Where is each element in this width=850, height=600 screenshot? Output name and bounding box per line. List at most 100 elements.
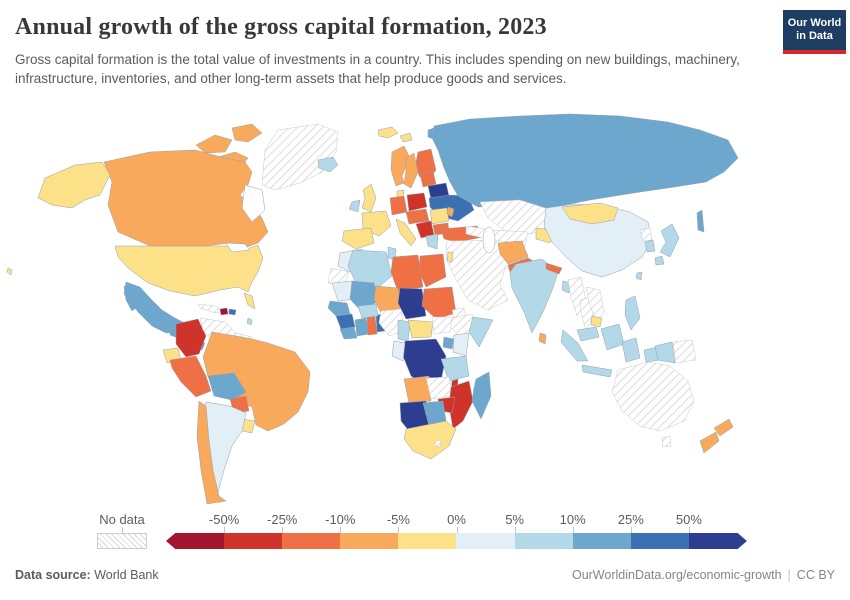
country-guinea[interactable] — [335, 313, 356, 330]
country-israel-jordan[interactable] — [446, 251, 454, 263]
country-greece[interactable] — [425, 233, 439, 250]
country-laos-vietnam[interactable] — [585, 286, 605, 323]
country-ireland[interactable] — [348, 199, 361, 213]
country-java[interactable] — [581, 364, 613, 378]
country-sri-lanka[interactable] — [538, 332, 547, 345]
country-sudan[interactable] — [421, 286, 457, 320]
great-lakes — [225, 242, 251, 253]
country-new-zealand-north[interactable] — [713, 418, 734, 437]
country-chad[interactable] — [397, 287, 427, 320]
country-south-sudan[interactable] — [431, 316, 453, 335]
country-angola[interactable] — [403, 375, 432, 404]
country-tasmania[interactable] — [661, 435, 672, 448]
country-papua-new-guinea[interactable] — [672, 339, 697, 364]
country-spain[interactable] — [341, 227, 375, 250]
country-ivory-coast[interactable] — [354, 317, 370, 337]
country-cambodia[interactable] — [590, 315, 603, 328]
country-congo-gabon[interactable] — [391, 340, 406, 362]
country-nepal[interactable] — [545, 262, 563, 275]
country-peru[interactable] — [169, 355, 212, 398]
country-colombia[interactable] — [175, 318, 207, 358]
country-norway[interactable] — [390, 145, 411, 187]
country-senegal[interactable] — [327, 300, 351, 317]
country-germany[interactable] — [389, 195, 408, 216]
country-taiwan[interactable] — [635, 271, 643, 281]
country-alaska[interactable] — [37, 161, 111, 209]
country-sumatra[interactable] — [560, 329, 589, 362]
country-japan-south[interactable] — [654, 255, 665, 266]
country-greenland[interactable] — [261, 123, 339, 191]
country-novaya-zemlya[interactable] — [427, 125, 447, 141]
country-bolivia[interactable] — [207, 372, 247, 401]
country-sakhalin[interactable] — [696, 209, 705, 233]
country-canada-arctic[interactable] — [231, 123, 263, 143]
country-south-korea[interactable] — [644, 239, 656, 253]
country-tanzania[interactable] — [440, 355, 470, 382]
country-sulawesi[interactable] — [621, 337, 641, 363]
country-japan[interactable] — [659, 223, 680, 258]
country-usa-florida[interactable] — [243, 292, 256, 310]
country-italy[interactable] — [395, 218, 417, 247]
country-kenya[interactable] — [452, 332, 470, 357]
country-zambia[interactable] — [425, 376, 454, 400]
country-burkina-faso[interactable] — [357, 303, 379, 319]
country-ghana[interactable] — [366, 315, 378, 336]
country-canada[interactable] — [103, 149, 269, 248]
country-sierra-leone-liberia[interactable] — [339, 326, 358, 340]
country-new-zealand-south[interactable] — [699, 431, 720, 454]
country-somalia[interactable] — [468, 316, 494, 348]
legend-bin[interactable] — [630, 533, 689, 549]
country-canada-arctic[interactable] — [195, 134, 233, 154]
country-egypt[interactable] — [418, 253, 447, 288]
country-dominican-republic[interactable] — [228, 308, 237, 316]
country-madagascar[interactable] — [471, 371, 492, 420]
country-united-kingdom[interactable] — [361, 183, 377, 213]
country-west-papua[interactable] — [654, 341, 676, 364]
country-malaysia[interactable] — [576, 326, 600, 342]
country-lesotho[interactable] — [434, 439, 442, 448]
country-svalbard[interactable] — [377, 126, 399, 139]
legend-bin[interactable] — [166, 533, 225, 549]
country-mexico-baja[interactable] — [123, 285, 138, 312]
country-central-african-republic[interactable] — [407, 319, 434, 339]
legend-bin[interactable] — [456, 533, 515, 549]
legend-bin[interactable] — [340, 533, 399, 549]
country-romania[interactable] — [429, 207, 450, 225]
country-russia[interactable] — [431, 113, 739, 209]
legend-bin[interactable] — [514, 533, 573, 549]
country-hawaii[interactable] — [6, 267, 13, 276]
country-cameroon[interactable] — [397, 319, 411, 342]
country-lesser-antilles[interactable] — [246, 317, 253, 326]
country-south-africa[interactable] — [403, 420, 457, 460]
footer-link[interactable]: OurWorldinData.org/economic-growth — [571, 568, 782, 582]
country-mongolia[interactable] — [561, 202, 619, 225]
country-borneo[interactable] — [600, 323, 625, 351]
footer-attribution: OurWorldinData.org/economic-growth | CC BY — [572, 568, 835, 582]
legend-no-data-swatch[interactable] — [97, 533, 147, 549]
legend-bin[interactable] — [398, 533, 457, 549]
country-sweden[interactable] — [403, 152, 419, 189]
country-poland[interactable] — [406, 192, 428, 212]
country-cuba[interactable] — [197, 303, 225, 314]
country-moldova[interactable] — [446, 206, 455, 218]
legend-bin[interactable] — [688, 533, 747, 549]
country-iceland[interactable] — [317, 156, 339, 173]
country-philippines[interactable] — [624, 295, 641, 331]
footer-license: CC BY — [796, 568, 835, 582]
country-australia[interactable] — [611, 361, 695, 432]
country-afghanistan[interactable] — [497, 240, 529, 265]
country-libya[interactable] — [390, 254, 424, 293]
country-haiti[interactable] — [219, 307, 229, 316]
legend-bin[interactable] — [572, 533, 631, 549]
country-niger[interactable] — [373, 285, 402, 314]
country-uganda[interactable] — [442, 336, 455, 350]
country-chile[interactable] — [196, 400, 227, 505]
legend-bin[interactable] — [224, 533, 283, 549]
country-central-europe[interactable] — [405, 208, 430, 225]
country-baltics[interactable] — [419, 170, 437, 188]
country-usa[interactable] — [114, 244, 264, 297]
legend-bin[interactable] — [282, 533, 341, 549]
country-svalbard[interactable] — [399, 132, 413, 143]
legend-tick-label: 0% — [447, 512, 466, 527]
owid-logo-box: Our World in Data — [783, 10, 846, 50]
